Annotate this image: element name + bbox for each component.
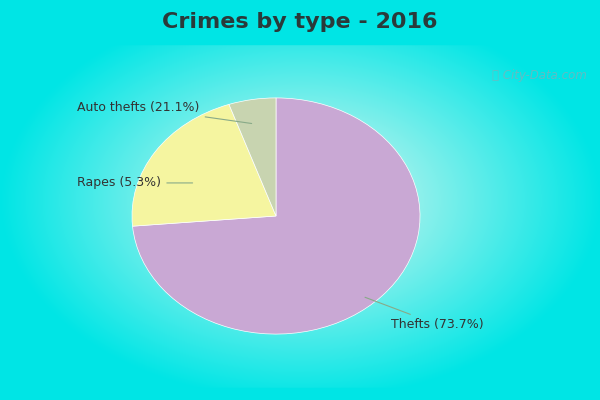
Wedge shape xyxy=(132,104,276,226)
Wedge shape xyxy=(133,98,420,334)
Text: Crimes by type - 2016: Crimes by type - 2016 xyxy=(162,12,438,32)
Text: Auto thefts (21.1%): Auto thefts (21.1%) xyxy=(77,101,251,124)
Text: Thefts (73.7%): Thefts (73.7%) xyxy=(365,297,484,331)
Text: Rapes (5.3%): Rapes (5.3%) xyxy=(77,176,193,190)
Text: ⓘ City-Data.com: ⓘ City-Data.com xyxy=(492,70,587,82)
Wedge shape xyxy=(229,98,276,216)
